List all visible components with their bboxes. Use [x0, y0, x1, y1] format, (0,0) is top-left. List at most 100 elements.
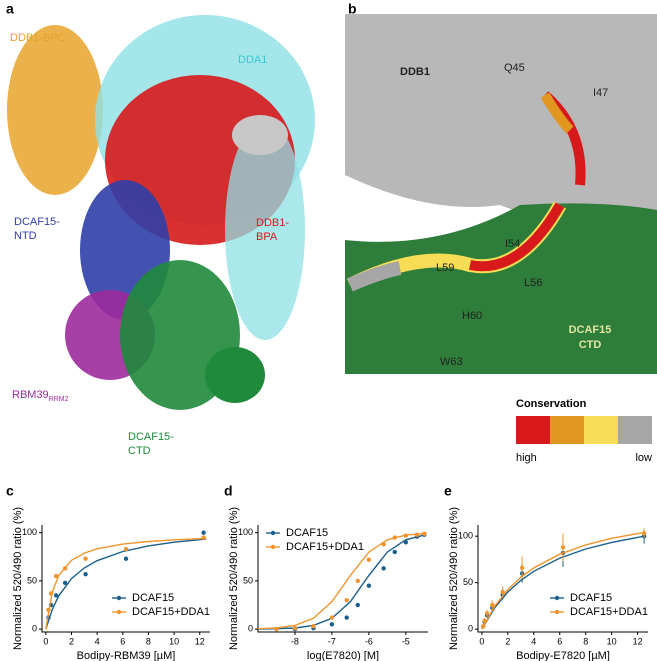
data-point — [403, 533, 409, 538]
legend-label: DCAF15 — [570, 592, 612, 604]
label: DDB1 — [400, 66, 430, 78]
data-point — [519, 565, 525, 570]
legend-label: DCAF15 — [132, 592, 174, 604]
data-point — [414, 532, 420, 537]
data-point — [83, 571, 88, 577]
data-point — [53, 573, 59, 579]
x-tick-label: 12 — [633, 636, 643, 646]
legend-marker — [270, 544, 276, 550]
legend-marker — [116, 609, 122, 615]
data-point — [366, 583, 372, 588]
y-tick-label: 0 — [248, 623, 253, 633]
data-point — [422, 531, 427, 536]
fit-curve — [257, 534, 425, 630]
x-tick-label: 0 — [43, 636, 48, 646]
panel-label: a — [6, 1, 14, 17]
structure-b — [345, 14, 657, 374]
label: I47 — [593, 87, 608, 99]
y-tick-label: 100 — [458, 531, 473, 541]
y-tick-label: 50 — [27, 575, 37, 585]
data-point — [62, 566, 68, 571]
data-point — [311, 624, 316, 629]
data-point — [490, 602, 495, 608]
x-tick-label: -5 — [402, 636, 410, 646]
label: BPA — [256, 231, 278, 243]
label: W63 — [440, 356, 463, 368]
structure-a — [7, 15, 315, 410]
legend-marker — [116, 595, 122, 601]
legend-marker — [554, 609, 560, 615]
legend-label: DCAF15+DDA1 — [132, 606, 210, 618]
scale-swatch — [584, 416, 618, 444]
data-point — [329, 622, 335, 627]
legend-title: Conservation — [516, 398, 587, 410]
x-tick-label: 4 — [531, 636, 536, 646]
x-tick-label: 10 — [607, 636, 617, 646]
label: RBM39RRM2 — [12, 389, 69, 403]
x-tick-label: 2 — [69, 636, 74, 646]
data-point — [482, 618, 487, 624]
data-point — [392, 549, 397, 555]
legend-label: high — [516, 452, 537, 464]
legend-label: DCAF15+DDA1 — [570, 606, 648, 618]
legend-label: DCAF15 — [286, 527, 328, 539]
data-point — [366, 557, 372, 562]
x-tick-label: 6 — [120, 636, 125, 646]
axes — [477, 525, 648, 633]
label: Q45 — [504, 62, 525, 74]
data-point — [500, 589, 505, 595]
x-tick-label: -8 — [291, 636, 299, 646]
data-point — [355, 578, 360, 584]
x-tick-label: -7 — [328, 636, 336, 646]
y-tick-label: 100 — [238, 527, 253, 537]
x-tick-label: 6 — [557, 636, 562, 646]
x-tick-label: 2 — [505, 636, 510, 646]
fit-curve — [45, 538, 207, 630]
data-point — [123, 556, 129, 561]
fit-curve — [481, 531, 645, 630]
label: NTD — [14, 230, 37, 242]
conservation-scale — [516, 416, 652, 444]
x-tick-label: 0 — [479, 636, 484, 646]
label: H60 — [462, 310, 482, 322]
fit-curve — [481, 535, 645, 630]
legend-label: low — [635, 452, 652, 464]
y-axis-label: Normalized 520/490 ratio (%) — [228, 507, 240, 650]
data-point — [201, 530, 206, 535]
label: CTD — [128, 445, 151, 457]
legend-marker — [270, 530, 276, 536]
data-point — [83, 556, 88, 561]
data-point — [329, 615, 335, 620]
x-tick-label: 4 — [95, 636, 100, 646]
x-axis-label: Bodipy-E7820 [µM] — [516, 650, 610, 661]
panel-label: e — [444, 483, 452, 499]
label: DDA1 — [238, 54, 267, 66]
label: DCAF15- — [14, 216, 60, 228]
data-point — [344, 615, 349, 620]
legend-marker — [554, 595, 560, 601]
label: DDB1- — [256, 217, 289, 229]
x-tick-label: 8 — [583, 636, 588, 646]
label: L59 — [436, 262, 454, 274]
data-point — [201, 535, 206, 540]
x-tick-label: 12 — [195, 636, 205, 646]
data-point — [48, 591, 54, 596]
data-point — [62, 580, 68, 586]
label: CTD — [579, 339, 602, 351]
y-tick-label: 50 — [243, 575, 253, 585]
data-point — [480, 624, 486, 629]
x-tick-label: -6 — [365, 636, 373, 646]
label: DCAF15 — [569, 324, 612, 336]
panel-label: c — [6, 483, 14, 499]
data-point — [484, 611, 490, 616]
scale-swatch — [516, 416, 550, 444]
y-tick-label: 0 — [32, 623, 37, 633]
label: I54 — [505, 238, 520, 250]
data-point — [123, 546, 129, 552]
y-axis-label: Normalized 520/490 ratio (%) — [448, 507, 460, 650]
scale-swatch — [550, 416, 584, 444]
panel-label: d — [224, 483, 233, 499]
x-axis-label: Bodipy-RBM39 [µM] — [77, 650, 176, 661]
data-point — [53, 593, 59, 598]
legend-label: DCAF15+DDA1 — [286, 541, 364, 553]
